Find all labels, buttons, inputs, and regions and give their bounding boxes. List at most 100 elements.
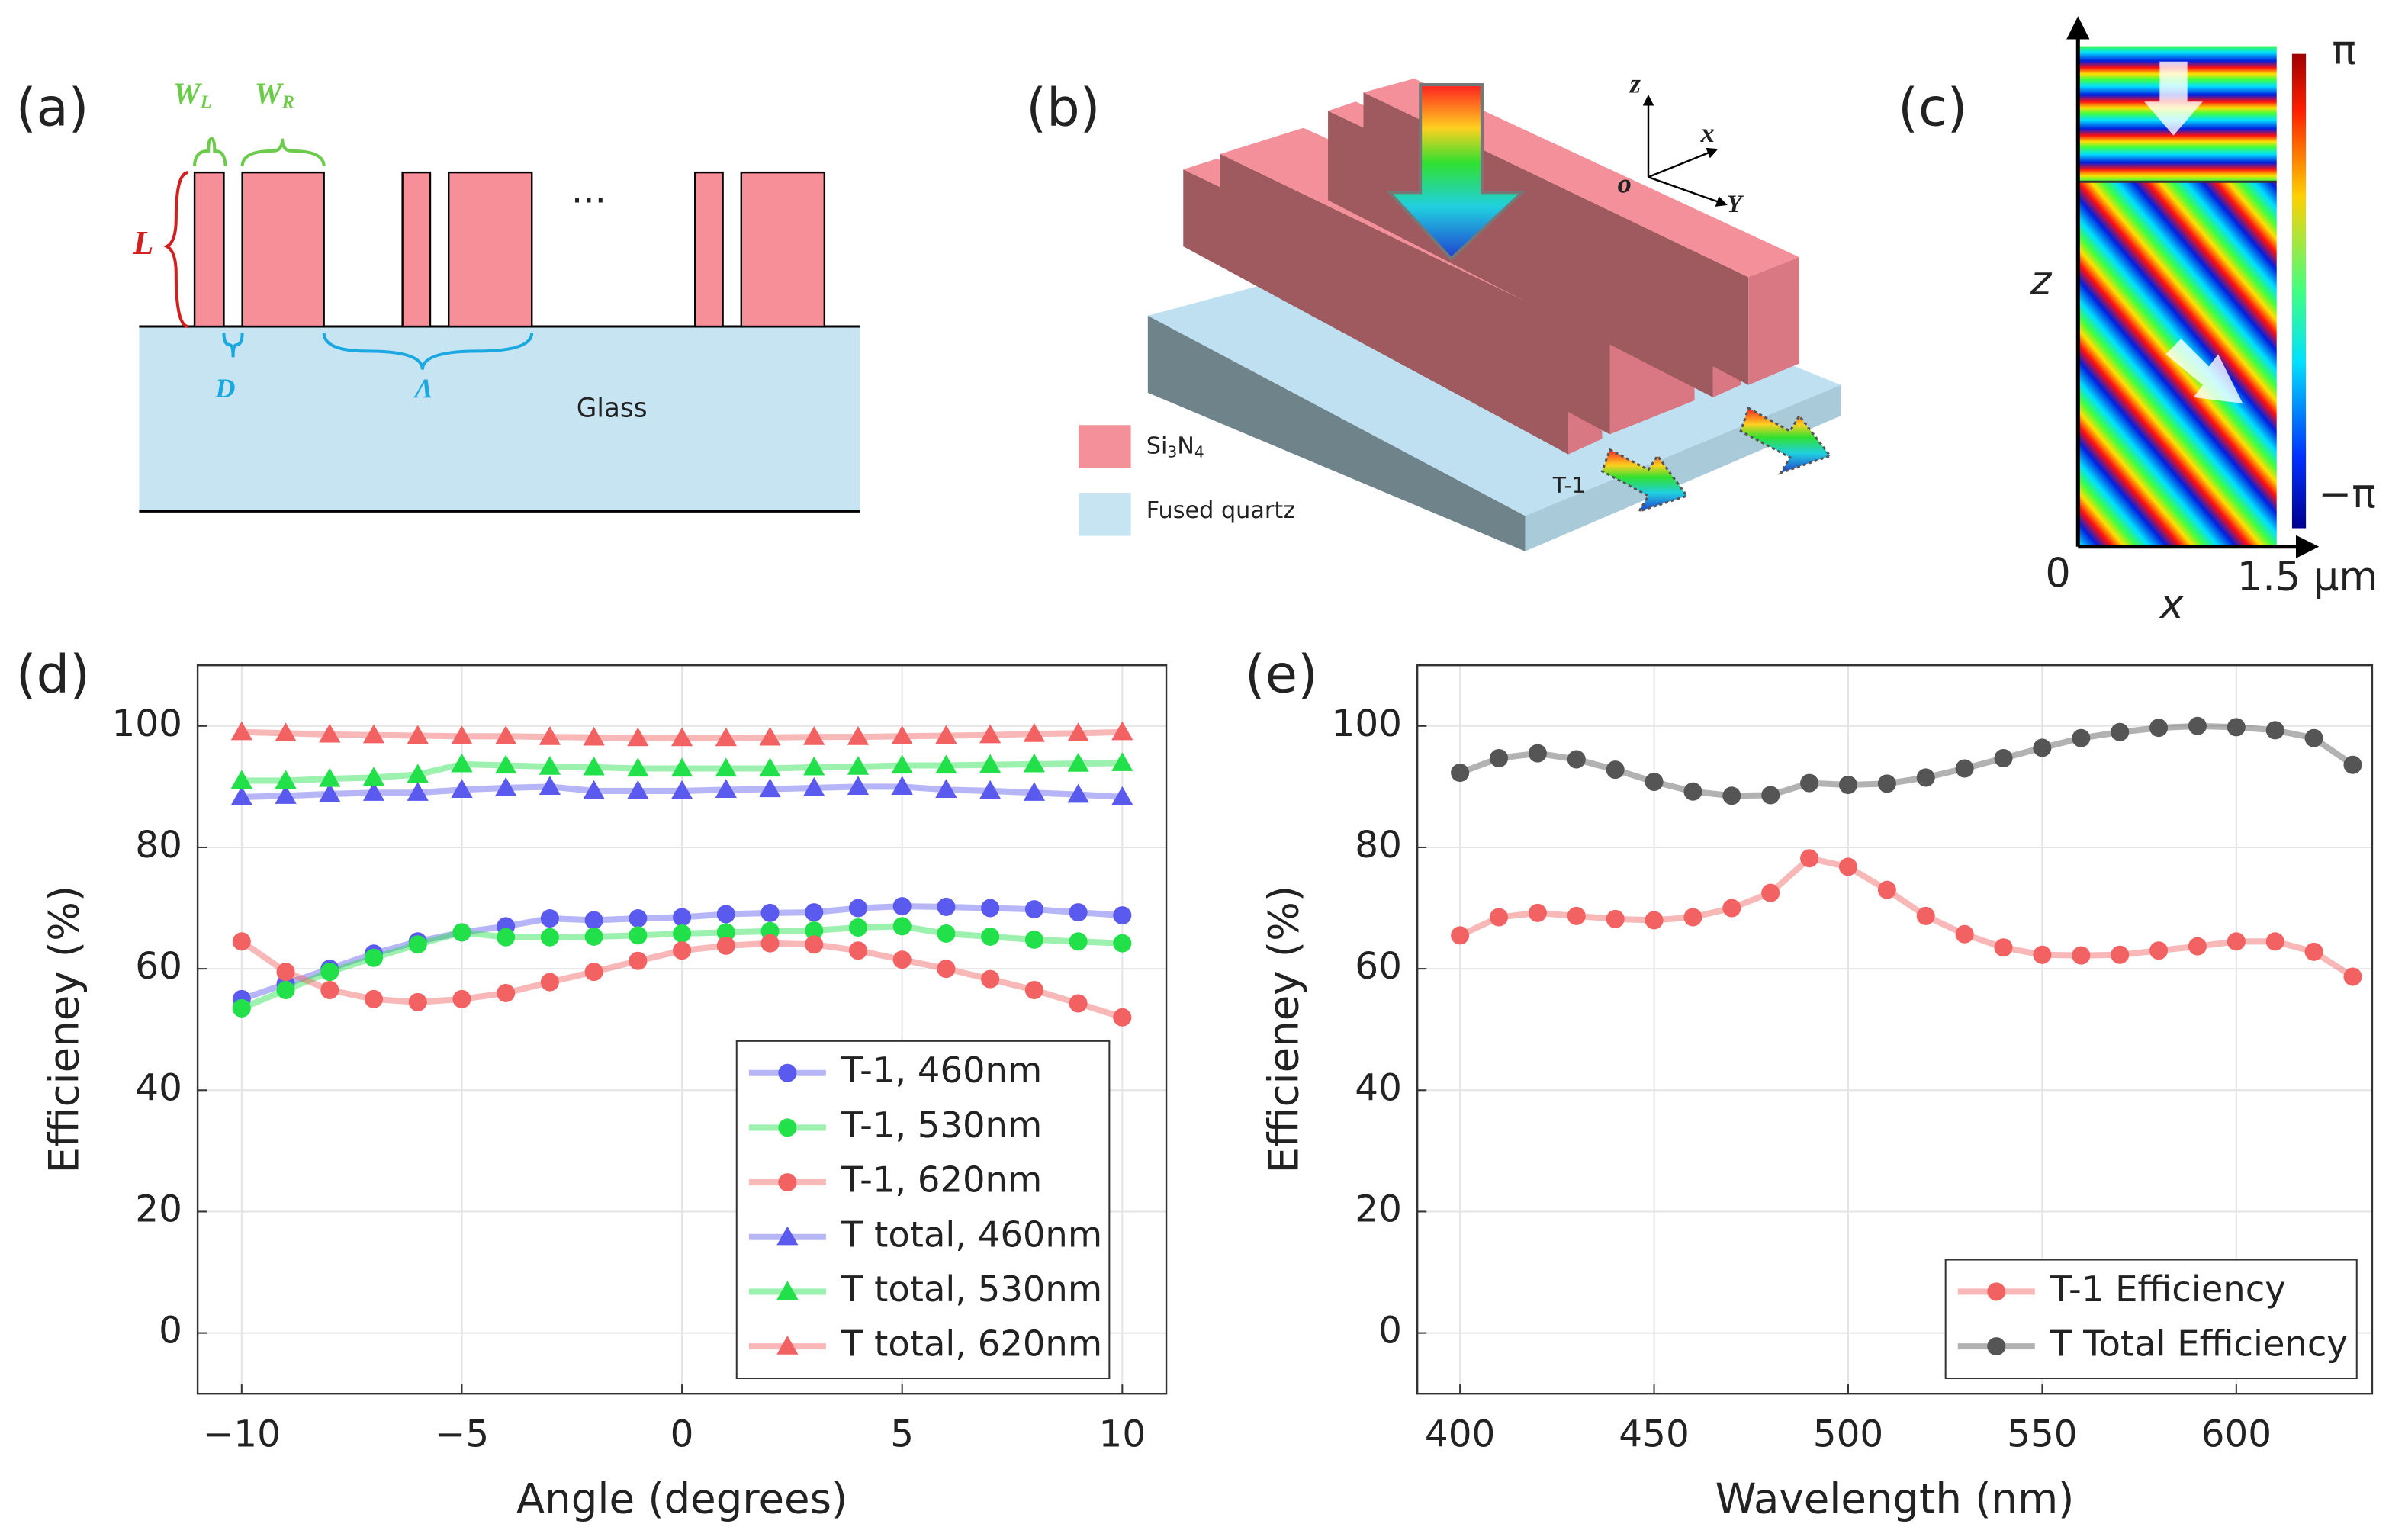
marker — [1800, 849, 1819, 868]
marker — [407, 764, 429, 783]
label-wr: WR — [255, 76, 294, 111]
marker — [364, 948, 384, 967]
marker — [935, 754, 957, 774]
x-tick-label: 550 — [2007, 1413, 2077, 1456]
legend-label: T-1, 530nm — [841, 1104, 1042, 1146]
label-period: Λ — [413, 373, 433, 403]
panel-c: (c) π −π z 0 1.5 μm x — [1898, 16, 2378, 628]
marker — [1761, 883, 1780, 902]
glass-label: Glass — [577, 394, 648, 424]
marker — [979, 724, 1002, 744]
marker — [495, 725, 517, 744]
label-l: L — [132, 223, 153, 262]
marker — [452, 923, 471, 942]
glass — [139, 326, 860, 512]
marker — [979, 754, 1002, 773]
legend-si3n4: Si3N4 — [1146, 432, 1204, 461]
marker — [451, 779, 473, 798]
marker — [715, 757, 737, 777]
y-tick-label: 60 — [1355, 945, 1402, 988]
marker — [1528, 744, 1547, 763]
marker — [715, 727, 737, 747]
panel-b: (b) T-1 z x o Y Si3N4 Fused quartz — [1026, 68, 1841, 551]
marker — [2111, 945, 2130, 964]
marker — [629, 951, 648, 970]
x-tick-label: 10 — [1099, 1413, 1146, 1456]
marker — [2265, 932, 2284, 951]
panel-a: (a) ··· WL WR L D Λ Glass — [16, 76, 860, 513]
brace — [322, 332, 534, 370]
marker — [584, 963, 603, 982]
z-label: z — [2030, 258, 2053, 304]
marker — [627, 757, 649, 777]
marker — [364, 989, 384, 1008]
marker — [2227, 932, 2246, 951]
x1-label: 1.5 μm — [2237, 554, 2378, 600]
marker — [715, 779, 737, 798]
marker — [891, 754, 913, 774]
marker — [451, 753, 473, 773]
marker — [1955, 759, 1974, 778]
marker — [230, 770, 252, 789]
marker — [1111, 786, 1133, 805]
marker — [583, 780, 605, 799]
legend-swatch — [1078, 493, 1131, 536]
y-tick-label: 100 — [1332, 702, 1402, 745]
marker — [1761, 786, 1780, 805]
marker — [232, 998, 251, 1018]
y-tick-label: 40 — [1355, 1066, 1402, 1109]
chart: (d) 0 20 40 60 80 100 −10 −5 0 5 10 Angle (degrees) E… — [16, 644, 1168, 1523]
marker — [981, 927, 1000, 946]
marker — [673, 924, 692, 943]
marker — [670, 727, 693, 747]
x-tick-label: 500 — [1813, 1413, 1883, 1456]
marker — [1606, 760, 1625, 780]
marker — [848, 941, 867, 960]
marker — [716, 923, 735, 942]
marker — [539, 725, 561, 745]
marker — [2188, 716, 2207, 735]
marker — [1528, 903, 1547, 922]
marker — [1645, 911, 1664, 930]
marker — [1489, 908, 1509, 927]
marker — [2111, 722, 2130, 741]
marker — [362, 724, 385, 744]
arrow — [2144, 61, 2203, 136]
marker — [451, 725, 473, 744]
panel-label: (d) — [16, 644, 90, 705]
cbar-min: −π — [2318, 471, 2376, 517]
marker — [362, 782, 385, 801]
marker — [760, 934, 780, 953]
x-label: x — [2159, 581, 2185, 628]
marker — [1987, 1282, 2006, 1301]
legend-label: T-1 Efficiency — [2050, 1268, 2286, 1310]
marker — [1023, 782, 1046, 801]
marker — [981, 899, 1000, 918]
marker — [232, 932, 251, 951]
y-axis-label: Efficieney (%) — [40, 886, 88, 1174]
legend-swatch — [1078, 425, 1131, 468]
axis-x: x — [1700, 117, 1715, 148]
x-tick-label: 400 — [1425, 1413, 1495, 1456]
legend-label: T total, 460nm — [841, 1214, 1102, 1255]
marker — [937, 960, 956, 979]
marker — [847, 776, 870, 795]
x-tick-label: 5 — [890, 1413, 914, 1456]
order-label: T-1 — [1552, 473, 1586, 498]
y-tick-label: 60 — [135, 945, 182, 988]
marker — [2149, 719, 2169, 738]
marker — [540, 973, 559, 992]
marker — [1722, 899, 1741, 918]
y-axis-label: Efficieney (%) — [1259, 886, 1308, 1174]
marker — [1916, 768, 1935, 787]
marker — [2227, 718, 2246, 737]
brace — [240, 138, 326, 167]
marker — [2304, 942, 2323, 961]
legend-quartz: Fused quartz — [1146, 497, 1295, 524]
substrate-side — [1147, 315, 1526, 551]
legend-label: T total, 530nm — [841, 1268, 1102, 1310]
marker — [584, 911, 603, 930]
chart: (e) 0 20 40 60 80 100 400 450 500 550 600 Wavelength… — [1245, 644, 2374, 1523]
marker — [2072, 946, 2091, 965]
marker — [275, 785, 297, 804]
